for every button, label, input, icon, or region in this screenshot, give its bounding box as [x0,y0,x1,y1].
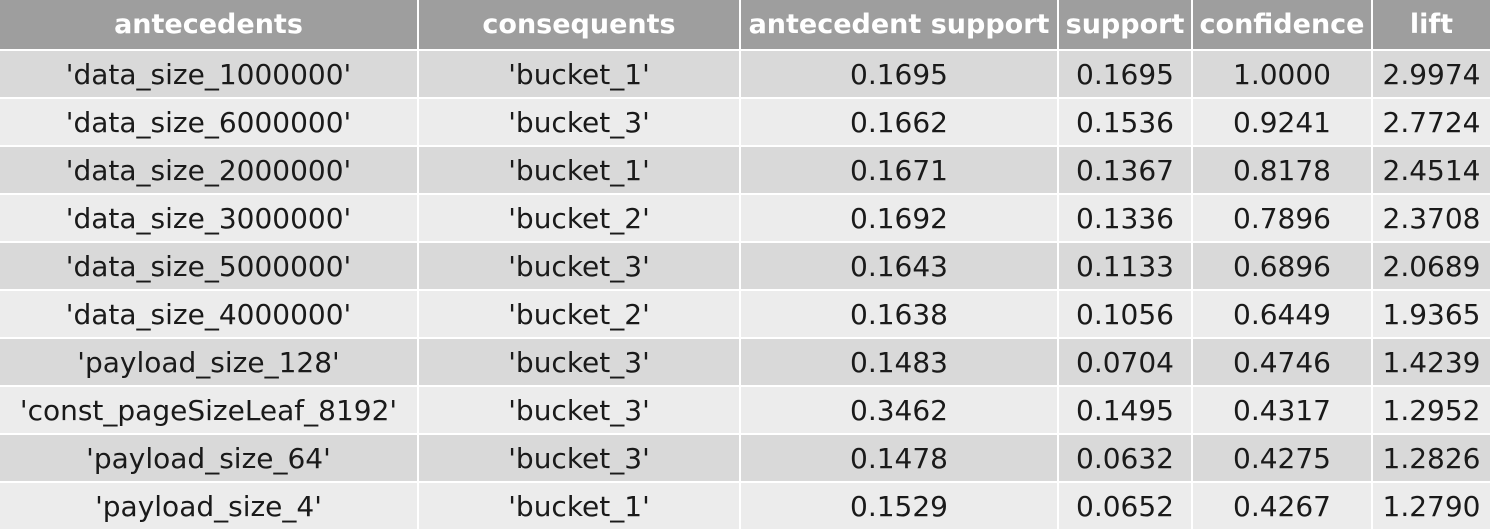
confidence-cell: 0.6449 [1192,290,1373,339]
consequents-cell: 'bucket_3' [418,386,741,435]
antecedent-support-cell: 0.1529 [740,482,1059,531]
table-row: 'data_size_2000000' 'bucket_1' 0.1671 0.… [0,146,1490,195]
antecedents-cell: 'payload_size_128' [0,338,419,387]
header-row: antecedents consequents antecedent suppo… [0,0,1490,51]
table-row: 'data_size_6000000' 'bucket_3' 0.1662 0.… [0,98,1490,147]
antecedent-support-cell: 0.1638 [740,290,1059,339]
support-cell: 0.1495 [1058,386,1193,435]
support-cell: 0.1367 [1058,146,1193,195]
table-header: antecedents consequents antecedent suppo… [0,0,1490,51]
table-row: 'const_pageSizeLeaf_8192' 'bucket_3' 0.3… [0,386,1490,435]
support-cell: 0.1056 [1058,290,1193,339]
table-row: 'data_size_5000000' 'bucket_3' 0.1643 0.… [0,242,1490,291]
lift-cell: 1.9365 [1372,290,1490,339]
support-cell: 0.0652 [1058,482,1193,531]
confidence-cell: 0.4317 [1192,386,1373,435]
lift-cell: 2.9974 [1372,50,1490,99]
antecedent-support-cell: 0.1692 [740,194,1059,243]
confidence-cell: 0.8178 [1192,146,1373,195]
confidence-cell: 0.4746 [1192,338,1373,387]
antecedents-cell: 'payload_size_4' [0,482,419,531]
antecedent-support-cell: 0.1478 [740,434,1059,483]
table-row: 'data_size_1000000' 'bucket_1' 0.1695 0.… [0,50,1490,99]
support-cell: 0.1133 [1058,242,1193,291]
support-cell: 0.1536 [1058,98,1193,147]
lift-cell: 1.2826 [1372,434,1490,483]
lift-cell: 2.3708 [1372,194,1490,243]
antecedents-cell: 'data_size_6000000' [0,98,419,147]
support-cell: 0.1695 [1058,50,1193,99]
lift-cell: 1.2952 [1372,386,1490,435]
antecedents-cell: 'data_size_5000000' [0,242,419,291]
confidence-cell: 0.4275 [1192,434,1373,483]
antecedent-support-cell: 0.1671 [740,146,1059,195]
column-header-lift: lift [1372,0,1490,51]
confidence-cell: 0.4267 [1192,482,1373,531]
column-header-antecedents: antecedents [0,0,419,51]
antecedents-cell: 'data_size_1000000' [0,50,419,99]
antecedent-support-cell: 0.3462 [740,386,1059,435]
lift-cell: 1.2790 [1372,482,1490,531]
antecedent-support-cell: 0.1483 [740,338,1059,387]
lift-cell: 1.4239 [1372,338,1490,387]
consequents-cell: 'bucket_3' [418,434,741,483]
antecedents-cell: 'const_pageSizeLeaf_8192' [0,386,419,435]
lift-cell: 2.7724 [1372,98,1490,147]
antecedent-support-cell: 0.1643 [740,242,1059,291]
consequents-cell: 'bucket_1' [418,482,741,531]
column-header-confidence: confidence [1192,0,1373,51]
confidence-cell: 1.0000 [1192,50,1373,99]
table-row: 'payload_size_64' 'bucket_3' 0.1478 0.06… [0,434,1490,483]
confidence-cell: 0.7896 [1192,194,1373,243]
support-cell: 0.1336 [1058,194,1193,243]
table-body: 'data_size_1000000' 'bucket_1' 0.1695 0.… [0,50,1490,531]
antecedent-support-cell: 0.1662 [740,98,1059,147]
confidence-cell: 0.6896 [1192,242,1373,291]
consequents-cell: 'bucket_3' [418,242,741,291]
table-row: 'data_size_3000000' 'bucket_2' 0.1692 0.… [0,194,1490,243]
confidence-cell: 0.9241 [1192,98,1373,147]
table-row: 'payload_size_128' 'bucket_3' 0.1483 0.0… [0,338,1490,387]
antecedents-cell: 'data_size_2000000' [0,146,419,195]
consequents-cell: 'bucket_1' [418,50,741,99]
consequents-cell: 'bucket_3' [418,98,741,147]
consequents-cell: 'bucket_2' [418,290,741,339]
column-header-support: support [1058,0,1193,51]
antecedent-support-cell: 0.1695 [740,50,1059,99]
antecedents-cell: 'data_size_4000000' [0,290,419,339]
table-row: 'data_size_4000000' 'bucket_2' 0.1638 0.… [0,290,1490,339]
consequents-cell: 'bucket_3' [418,338,741,387]
antecedents-cell: 'data_size_3000000' [0,194,419,243]
consequents-cell: 'bucket_2' [418,194,741,243]
lift-cell: 2.4514 [1372,146,1490,195]
table-row: 'payload_size_4' 'bucket_1' 0.1529 0.065… [0,482,1490,531]
consequents-cell: 'bucket_1' [418,146,741,195]
antecedents-cell: 'payload_size_64' [0,434,419,483]
column-header-consequents: consequents [418,0,741,51]
lift-cell: 2.0689 [1372,242,1490,291]
support-cell: 0.0704 [1058,338,1193,387]
support-cell: 0.0632 [1058,434,1193,483]
column-header-antecedent-support: antecedent support [740,0,1059,51]
